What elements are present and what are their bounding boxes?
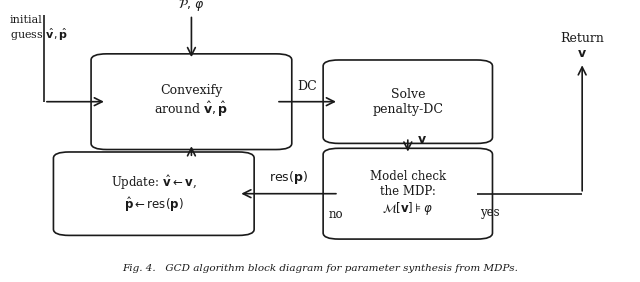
Text: yes: yes <box>480 206 500 219</box>
FancyBboxPatch shape <box>91 54 292 149</box>
Text: DC: DC <box>298 80 317 93</box>
Text: $\mathbf{v}$: $\mathbf{v}$ <box>417 133 427 146</box>
Text: Update: $\hat{\mathbf{v}} \leftarrow \mathbf{v}$,
$\hat{\mathbf{p}} \leftarrow \: Update: $\hat{\mathbf{v}} \leftarrow \ma… <box>111 173 196 214</box>
FancyBboxPatch shape <box>323 148 493 239</box>
Text: Fig. 4.   GCD algorithm block diagram for parameter synthesis from MDPs.: Fig. 4. GCD algorithm block diagram for … <box>122 264 518 273</box>
Text: Model check
the MDP:
$\mathcal{M}[\mathbf{v}] \models \varphi$: Model check the MDP: $\mathcal{M}[\mathb… <box>370 170 446 217</box>
FancyBboxPatch shape <box>53 152 254 235</box>
Text: initial
guess $\hat{\mathbf{v}}, \hat{\mathbf{p}}$: initial guess $\hat{\mathbf{v}}, \hat{\m… <box>10 15 68 43</box>
Text: Return
$\mathbf{v}$: Return $\mathbf{v}$ <box>560 32 604 60</box>
Text: no: no <box>328 208 343 221</box>
Text: $\mathcal{P},\, \varphi$: $\mathcal{P},\, \varphi$ <box>178 0 205 13</box>
Text: $\mathrm{res}(\mathbf{p})$: $\mathrm{res}(\mathbf{p})$ <box>269 169 308 186</box>
Text: Convexify
around $\hat{\mathbf{v}}, \hat{\mathbf{p}}$: Convexify around $\hat{\mathbf{v}}, \hat… <box>154 84 228 119</box>
FancyBboxPatch shape <box>323 60 493 143</box>
Text: Solve
penalty-DC: Solve penalty-DC <box>372 88 444 116</box>
